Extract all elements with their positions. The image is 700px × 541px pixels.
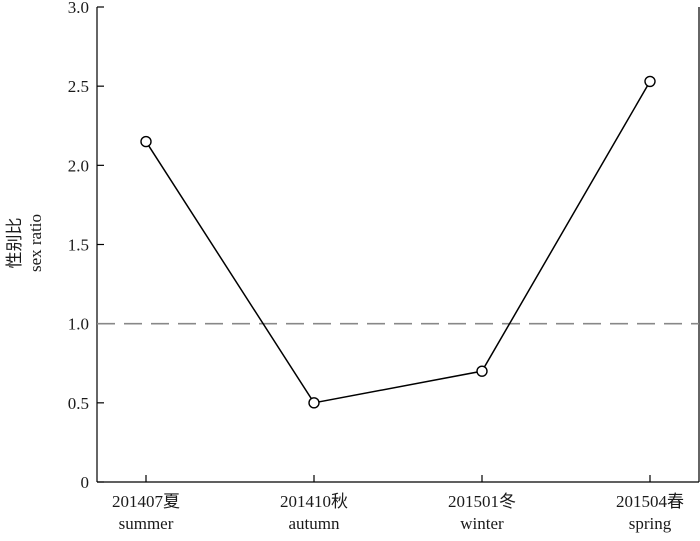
x-category-sublabel: autumn: [289, 514, 340, 533]
data-point-marker: [644, 75, 656, 88]
label-group: 性别比 sex ratio: [5, 214, 45, 272]
data-point-marker: [308, 397, 320, 409]
data-point-marker: [476, 365, 488, 377]
x-category-sublabel: summer: [119, 514, 174, 533]
y-tick-label: 1.0: [68, 315, 89, 334]
x-category-label: 201501冬: [448, 492, 516, 511]
x-category-label: 201407夏: [112, 492, 180, 511]
data-point-marker: [140, 135, 152, 148]
y-tick-label: 0.5: [68, 394, 89, 413]
y-axis-title-line-1: 性别比: [5, 218, 24, 269]
x-category-sublabel: winter: [460, 514, 504, 533]
y-tick-label: 2.0: [68, 156, 89, 175]
x-category-label: 201504春: [616, 492, 684, 511]
x-category-label: 201410秋: [280, 492, 348, 511]
y-tick-label: 2.5: [68, 77, 89, 96]
y-tick-label: 1.5: [68, 236, 89, 255]
series-group: [140, 75, 656, 409]
chart-axes: 0 0.5 1.0 1.5 2.0 2.5 3.0 201407夏 summer 201410秋 a…: [68, 0, 700, 533]
y-tick-label: 3.0: [68, 0, 89, 17]
y-axis-title-line-2: sex ratio: [26, 214, 45, 272]
series-line: [145, 81, 651, 404]
y-tick-label: 0: [81, 473, 90, 492]
x-category-sublabel: spring: [629, 514, 672, 533]
